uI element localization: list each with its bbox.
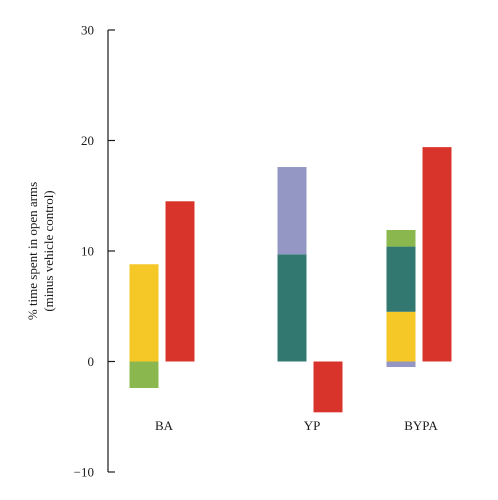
bar-segment-yp-left bbox=[277, 254, 307, 362]
y-tick-label: 30 bbox=[81, 23, 94, 38]
bar-segment-yp-left bbox=[277, 167, 307, 255]
plot-area bbox=[129, 147, 452, 413]
bar-segment-ba-left bbox=[129, 361, 159, 389]
category-label-ba: BA bbox=[155, 418, 174, 433]
y-axis-title-line1: % time spent in open arms bbox=[25, 182, 40, 320]
y-ticks: −10 0 10 20 30 bbox=[74, 23, 115, 480]
category-labels: BA YP BYPA bbox=[155, 418, 438, 433]
bar-segment-yp-right bbox=[313, 361, 343, 413]
y-tick-label: −10 bbox=[74, 465, 94, 480]
y-tick-label: 0 bbox=[88, 354, 95, 369]
bar-segment-bypa-left bbox=[386, 246, 416, 312]
category-label-bypa: BYPA bbox=[404, 418, 438, 433]
bar-segment-bypa-right bbox=[422, 147, 452, 362]
category-label-yp: YP bbox=[304, 418, 321, 433]
bar-segment-bypa-left bbox=[386, 361, 416, 368]
bar-segment-ba-right bbox=[165, 201, 195, 362]
bar-segment-bypa-left bbox=[386, 311, 416, 362]
bar-segment-ba-left bbox=[129, 264, 159, 362]
y-axis-title-line2: (minus vehicle control) bbox=[41, 190, 56, 311]
y-tick-label: 20 bbox=[81, 133, 94, 148]
bar-segment-bypa-left bbox=[386, 230, 416, 247]
y-tick-label: 10 bbox=[81, 244, 94, 259]
